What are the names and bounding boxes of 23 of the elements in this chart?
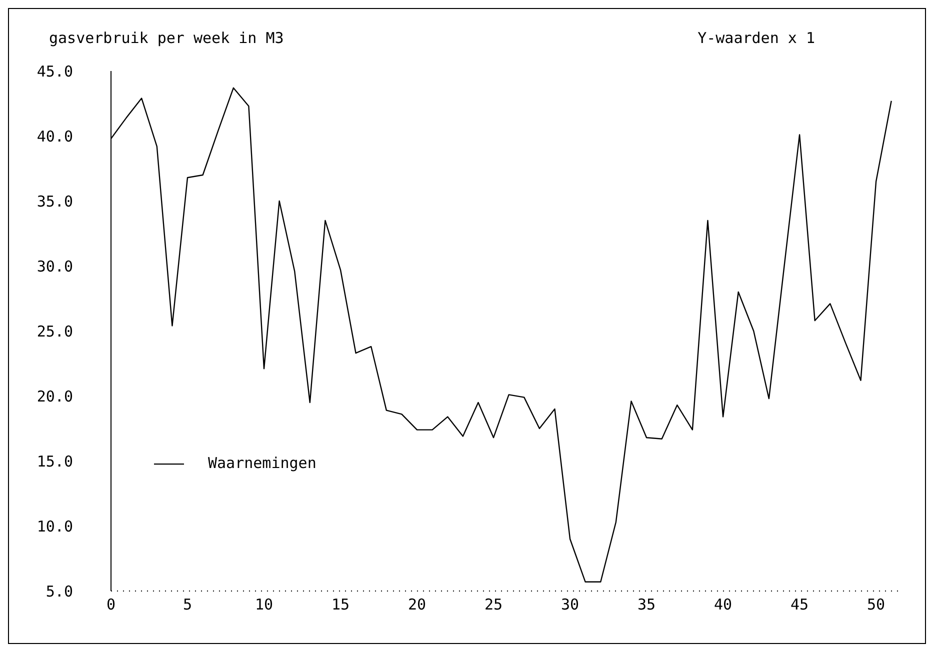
y-tick-label: 15.0 bbox=[36, 452, 73, 470]
x-tick-label: 0 bbox=[106, 596, 116, 614]
y-tick-label: 35.0 bbox=[36, 192, 73, 210]
x-tick-label: 40 bbox=[714, 596, 732, 614]
x-tick-label: 35 bbox=[638, 596, 656, 614]
legend-label: Waarnemingen bbox=[208, 454, 316, 472]
x-tick-label: 15 bbox=[331, 596, 350, 614]
y-tick-label: 40.0 bbox=[36, 127, 73, 146]
y-tick-label: 10.0 bbox=[36, 517, 73, 536]
y-tick-label: 20.0 bbox=[36, 387, 73, 406]
y-tick-label: 25.0 bbox=[36, 322, 73, 340]
x-tick-label: 30 bbox=[561, 596, 580, 614]
x-tick-label: 45 bbox=[790, 596, 809, 614]
x-tick-label: 5 bbox=[182, 596, 192, 614]
x-tick-label: 50 bbox=[867, 596, 886, 614]
y-tick-label: 5.0 bbox=[46, 582, 73, 600]
y-tick-label: 30.0 bbox=[36, 257, 73, 276]
chart-title: gasverbruik per week in M3 bbox=[49, 29, 284, 47]
x-tick-label: 10 bbox=[254, 596, 274, 614]
y-tick-label: 45.0 bbox=[36, 62, 73, 80]
text: Y-waarden x 1 bbox=[698, 29, 815, 47]
x-tick-label: 20 bbox=[408, 596, 426, 614]
x-tick-label: 25 bbox=[484, 596, 503, 614]
